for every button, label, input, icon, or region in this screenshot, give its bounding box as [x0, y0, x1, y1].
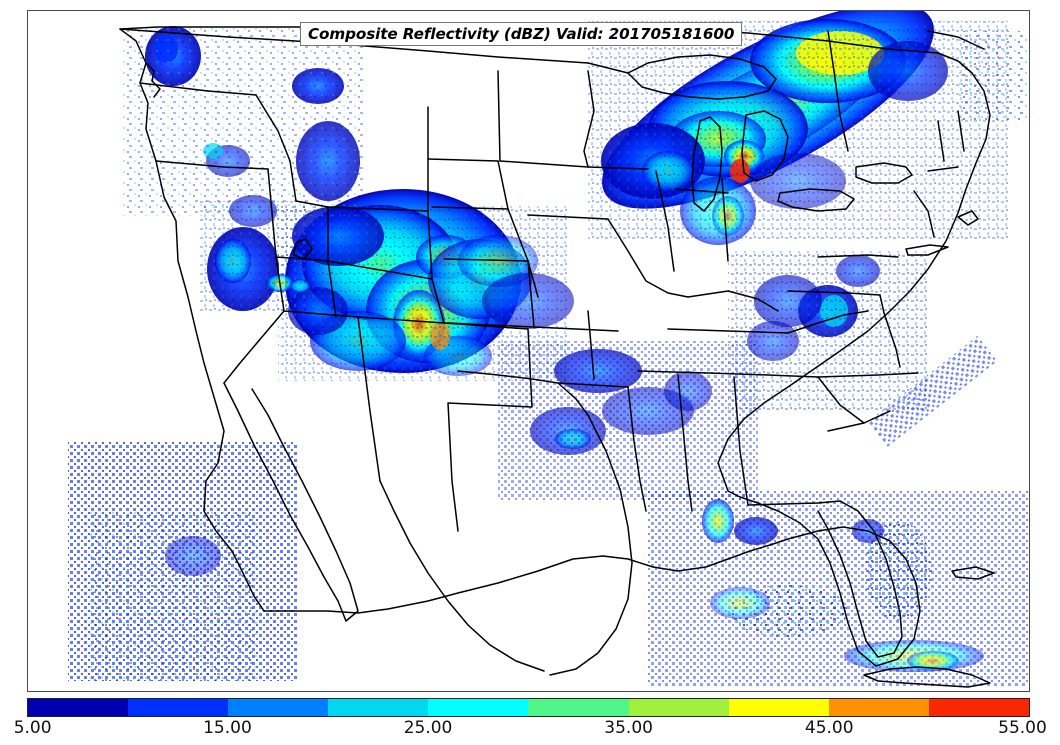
colorbar-tick-label: 15.00 — [203, 718, 252, 738]
border-va-wv-md — [787, 310, 869, 334]
border-ne-states — [927, 166, 959, 172]
colorbar-band — [728, 699, 829, 716]
border-il-mo-ky — [607, 218, 689, 298]
puget-sound — [145, 62, 161, 98]
border-wy-sd-ne — [427, 210, 433, 280]
border-ks-ok — [447, 322, 535, 328]
mexico-coast-east — [549, 414, 633, 676]
border-ia-mo — [527, 214, 609, 220]
border-sc-nc — [827, 410, 891, 432]
map-panel — [27, 10, 1030, 692]
border-ne-ks — [443, 258, 529, 262]
border-nd-mn — [497, 70, 501, 162]
border-wa-or — [139, 82, 257, 96]
border-la-ms — [627, 386, 647, 512]
border-mt-wy — [327, 206, 429, 212]
canada-border-west — [119, 28, 589, 64]
border-ky-tn — [667, 328, 789, 334]
border-ok-tx — [457, 370, 589, 416]
border-vt-nh — [937, 120, 945, 162]
border-nm-tx — [447, 328, 533, 532]
border-ar-la — [557, 382, 629, 388]
border-al-ga — [733, 376, 749, 506]
border-wi-il — [587, 166, 649, 170]
mexico-coast-west — [379, 480, 545, 672]
colorbar-band — [128, 699, 229, 716]
border-pa-ny-nj — [817, 254, 899, 258]
baja-california — [223, 382, 359, 622]
colorbar-band — [828, 699, 929, 716]
border-or-ca-nv — [155, 160, 269, 170]
border-mo-ar — [533, 326, 619, 332]
border-ga-fl — [747, 500, 841, 506]
colorbar-band — [328, 699, 429, 716]
bahamas-outline — [951, 566, 995, 580]
colorbar-band — [628, 699, 729, 716]
lake-great-salt — [293, 238, 313, 260]
cape-cod — [957, 210, 979, 226]
colorbar-band — [428, 699, 529, 716]
border-mn-ia — [499, 160, 589, 168]
border-ut-az — [283, 310, 359, 318]
canada-quebec-line — [827, 30, 849, 152]
echo-pacific-northwest — [123, 26, 363, 216]
colorbar-tick-labels: 5.00 15.00 25.00 35.00 45.00 55.00 — [0, 718, 1060, 742]
colorbar-tick-label: 45.00 — [804, 718, 854, 738]
title-box: Composite Reflectivity (dBZ) Valid: 2017… — [300, 22, 743, 46]
echo-southwest-speckle — [68, 441, 298, 681]
colorbar-band — [228, 699, 329, 716]
lake-superior — [627, 54, 777, 100]
geography-layer — [119, 26, 995, 688]
border-az-nm — [357, 316, 381, 482]
echo-ohio-valley — [728, 251, 928, 411]
echo-great-lakes-front — [588, 11, 1008, 245]
echo-intermountain-west — [198, 195, 310, 311]
colorbar-band — [528, 699, 629, 716]
conus-outline — [119, 26, 991, 667]
chesapeake-bay — [879, 294, 901, 368]
lake-erie — [777, 188, 855, 212]
border-nd-sd — [427, 158, 499, 162]
border-ok-ar-mo — [587, 310, 595, 380]
border-ny-ne — [913, 190, 935, 238]
canada-coast-ne — [927, 30, 985, 50]
border-ms-al — [677, 374, 693, 512]
border-nc-va — [817, 372, 919, 378]
echo-mid-south — [498, 341, 758, 501]
florida-outline — [817, 500, 903, 658]
lake-huron — [741, 110, 789, 182]
colorbar-band — [28, 699, 129, 716]
border-id-mt — [255, 94, 329, 208]
colorbar — [27, 698, 1030, 717]
border-ks-mo — [527, 260, 535, 328]
plot-title: Composite Reflectivity (dBZ) Valid: 2017… — [308, 25, 735, 43]
colorbar-tick-label: 25.00 — [403, 718, 453, 738]
colorbar-tick-label: 35.00 — [604, 718, 653, 738]
colorbar-tick-label: 5.00 — [13, 718, 52, 738]
lake-ontario — [855, 162, 913, 184]
border-sd-mn-ia — [497, 160, 509, 210]
border-sd-ne — [431, 206, 509, 210]
border-tn-ms-al-ga — [637, 370, 819, 378]
border-co-ks — [431, 278, 445, 324]
border-ut-co — [327, 260, 337, 318]
border-mn-wi — [583, 70, 595, 168]
radar-reflectivity-layer — [68, 11, 1028, 686]
echo-atlantic-offshore — [867, 31, 1028, 447]
border-il-in — [655, 170, 675, 272]
cuba-outline — [863, 666, 991, 688]
lake-michigan — [691, 116, 723, 212]
colorbar-tick-label: 55.00 — [998, 718, 1047, 738]
map-canvas — [68, 11, 1028, 688]
colorbar-band — [928, 699, 1029, 716]
border-me-nh — [957, 110, 965, 152]
border-ky-oh-wv — [687, 290, 779, 312]
border-mi-oh-in — [675, 188, 729, 194]
long-island — [905, 244, 949, 256]
border-pa-md — [787, 290, 881, 296]
border-wy-co — [327, 260, 433, 280]
canada-ontario-border — [587, 62, 629, 74]
border-ga-sc-nc — [817, 376, 865, 424]
